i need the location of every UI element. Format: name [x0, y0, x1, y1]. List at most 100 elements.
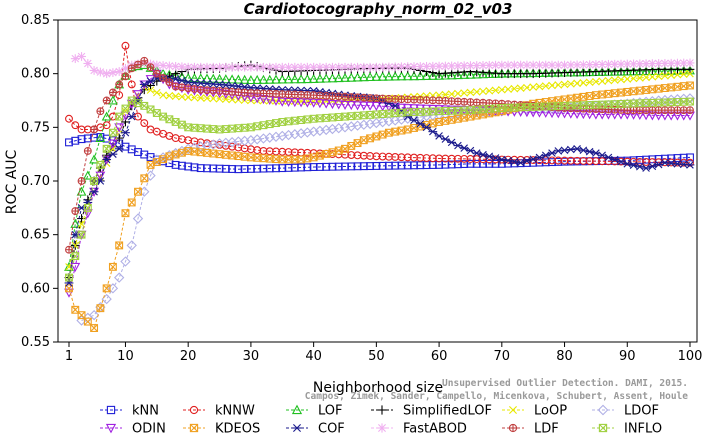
data-point — [402, 104, 413, 114]
data-point — [221, 81, 231, 89]
data-point — [472, 88, 481, 96]
x-tick-label: 60 — [431, 349, 448, 364]
data-point — [126, 240, 137, 251]
data-point — [578, 146, 588, 155]
data-point — [284, 62, 293, 72]
data-point — [83, 59, 93, 68]
data-point — [233, 74, 244, 84]
data-point — [541, 60, 551, 70]
x-tick-label: 80 — [556, 349, 573, 364]
data-point — [484, 60, 494, 70]
data-point — [121, 128, 130, 137]
data-point — [365, 71, 376, 82]
plot-markers — [64, 41, 696, 332]
data-point — [152, 69, 161, 78]
data-point — [503, 60, 513, 70]
data-point — [127, 112, 137, 121]
data-point — [220, 74, 231, 84]
data-point — [140, 56, 149, 65]
y-tick-label: 0.55 — [21, 335, 50, 350]
data-point — [189, 73, 200, 83]
data-point — [296, 98, 307, 108]
data-point — [358, 101, 369, 111]
data-point — [215, 95, 224, 103]
legend-item-inflo: INFLO — [592, 422, 662, 434]
data-point — [485, 87, 494, 95]
data-point — [598, 77, 606, 85]
data-point — [222, 95, 230, 104]
data-point — [365, 101, 376, 111]
data-point — [102, 121, 111, 130]
data-point — [548, 81, 556, 90]
data-point — [89, 66, 99, 75]
data-point — [661, 72, 669, 80]
data-point — [391, 95, 400, 103]
data-point — [140, 101, 149, 110]
data-point — [466, 61, 475, 71]
data-point — [70, 54, 80, 64]
data-point — [679, 58, 689, 68]
data-point — [390, 102, 400, 110]
credit-line-1: Campos, Zimek, Sander, Campello, Micenko… — [305, 391, 688, 402]
data-point — [165, 91, 174, 100]
y-axis-label: ROC AUC — [4, 149, 20, 214]
data-point — [634, 66, 645, 76]
data-point — [114, 272, 125, 283]
legend-item-cof: COF — [286, 422, 345, 434]
data-point — [421, 70, 432, 80]
data-point — [71, 305, 80, 314]
data-point — [258, 74, 269, 84]
data-point — [215, 62, 224, 72]
data-point — [120, 256, 131, 267]
data-point — [159, 91, 167, 99]
data-point — [679, 70, 688, 78]
data-point — [308, 73, 319, 83]
data-point — [685, 161, 695, 169]
data-point — [471, 106, 482, 116]
data-point — [70, 262, 81, 273]
data-point — [686, 158, 694, 167]
x-tick-label: 100 — [678, 349, 702, 364]
data-point — [65, 245, 73, 254]
data-point — [171, 61, 181, 71]
data-point — [340, 72, 350, 82]
data-point — [452, 105, 463, 115]
data-point — [434, 70, 445, 80]
data-point — [208, 73, 219, 83]
data-point — [352, 72, 363, 82]
data-point — [686, 106, 694, 115]
data-point — [89, 154, 100, 164]
data-point — [209, 94, 218, 103]
data-point — [516, 84, 525, 92]
data-point — [422, 123, 431, 132]
data-point — [107, 139, 118, 149]
data-point — [484, 152, 494, 161]
data-point — [65, 284, 73, 293]
data-point — [233, 82, 243, 91]
data-point — [327, 73, 338, 83]
data-point — [384, 62, 394, 72]
data-point — [314, 73, 325, 83]
legend-label: LoOP — [534, 404, 567, 419]
data-point — [478, 69, 488, 79]
legend-item-knnw: kNNW — [183, 404, 255, 419]
data-point — [371, 71, 382, 81]
data-point — [377, 102, 388, 112]
data-point — [523, 83, 531, 92]
data-point — [647, 59, 657, 68]
data-point — [283, 74, 294, 84]
data-point — [686, 97, 694, 106]
data-point — [446, 70, 457, 80]
data-point — [101, 111, 112, 121]
data-point — [127, 64, 136, 73]
data-point — [178, 92, 186, 101]
legend-label: LDF — [534, 422, 559, 434]
data-point — [653, 65, 664, 75]
data-point — [666, 65, 677, 75]
data-point — [572, 60, 582, 70]
data-point — [642, 73, 650, 82]
data-point — [636, 74, 644, 82]
data-point — [553, 60, 563, 70]
data-point — [628, 66, 639, 76]
data-point — [64, 288, 74, 298]
